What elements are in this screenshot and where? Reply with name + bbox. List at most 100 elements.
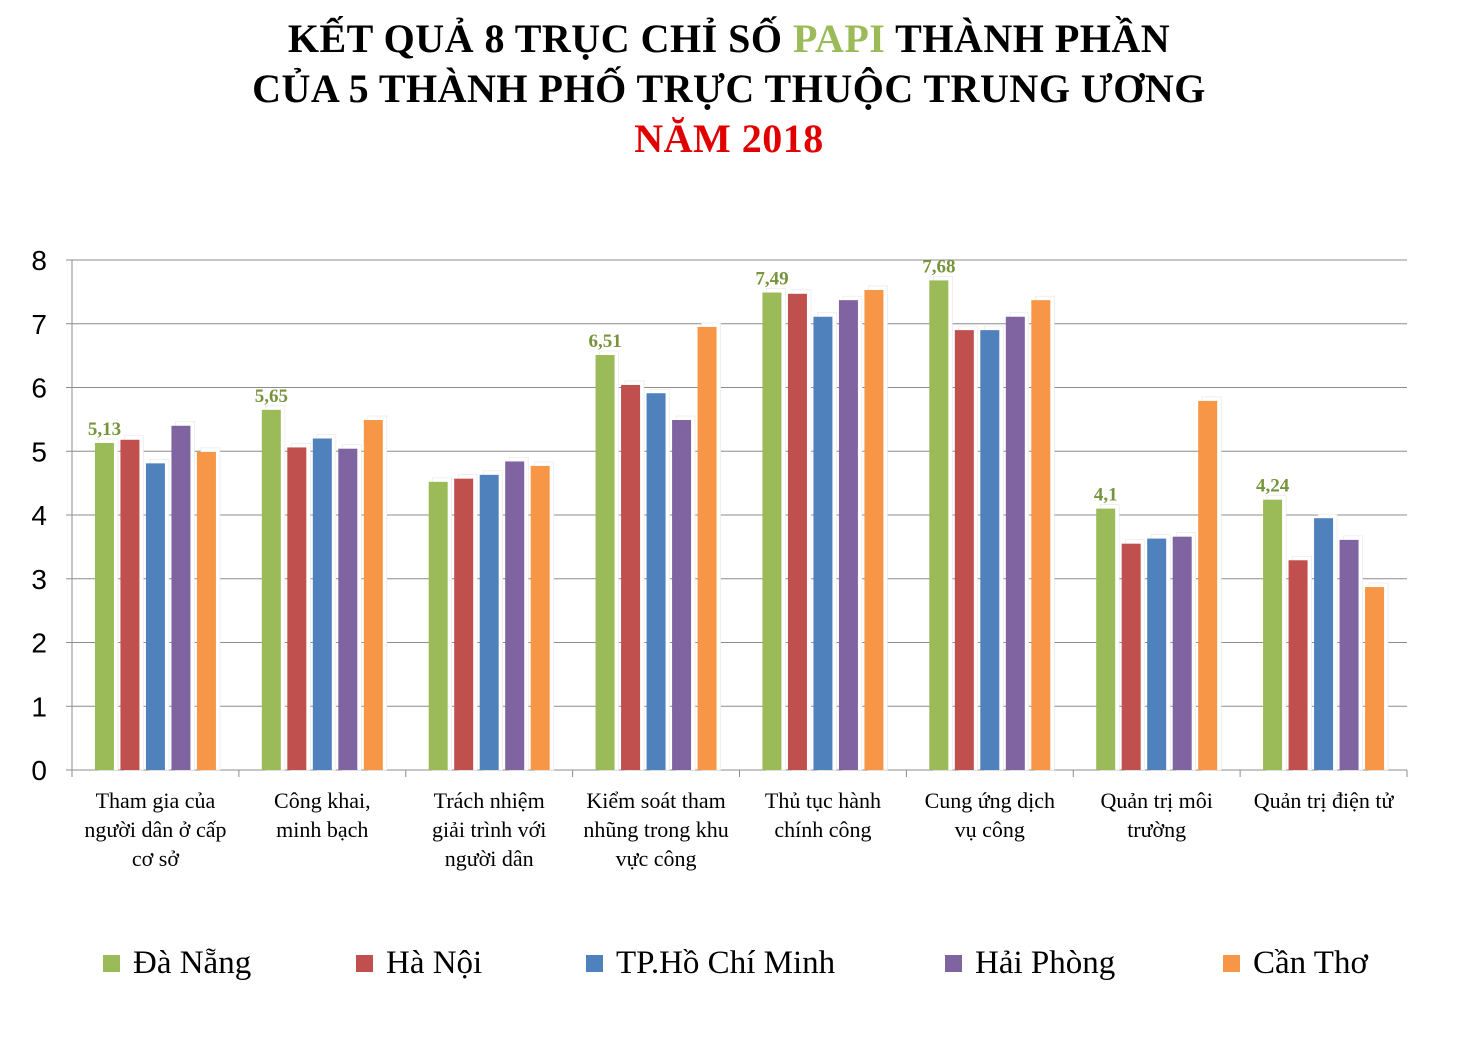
bar xyxy=(980,330,1000,770)
bar xyxy=(428,481,448,770)
x-category-label-line: Trách nhiệm xyxy=(434,788,545,813)
x-category-label-line: Cung ứng dịch xyxy=(925,788,1055,813)
bar xyxy=(145,463,165,770)
x-category-label: Quản trị môi trường xyxy=(1100,788,1212,842)
legend-label: Đà Nẵng xyxy=(133,945,252,981)
x-category-label-line: vụ công xyxy=(955,817,1025,842)
bar xyxy=(813,316,833,770)
title-year: NĂM 2018 xyxy=(634,116,824,161)
x-category-label-line: minh bạch xyxy=(276,817,368,842)
bar xyxy=(1096,508,1116,770)
bar xyxy=(1339,539,1359,770)
chart-title: KẾT QUẢ 8 TRỤC CHỈ SỐ PAPI THÀNH PHẦN CỦ… xyxy=(0,14,1458,164)
bar xyxy=(621,384,641,770)
title-line-2: CỦA 5 THÀNH PHỐ TRỰC THUỘC TRUNG ƯƠNG xyxy=(252,66,1206,111)
y-tick-label: 0 xyxy=(31,755,47,786)
y-tick-label: 1 xyxy=(31,691,47,722)
bar xyxy=(94,442,114,770)
bar xyxy=(1198,400,1218,770)
legend-label: Hà Nội xyxy=(386,945,483,981)
bar xyxy=(672,420,692,770)
title-line-1: KẾT QUẢ 8 TRỤC CHỈ SỐ PAPI THÀNH PHẦN xyxy=(0,14,1458,64)
title-highlight-papi: PAPI xyxy=(793,16,886,61)
bar xyxy=(505,461,525,770)
legend-item: Đà Nẵng xyxy=(103,945,251,982)
legend-label: Cần Thơ xyxy=(1253,945,1368,981)
bar xyxy=(1365,587,1385,770)
bar xyxy=(646,393,666,770)
legend-label: TP.Hồ Chí Minh xyxy=(616,945,836,981)
legend-swatch xyxy=(356,955,373,972)
legend-item: Hà Nội xyxy=(356,945,482,982)
bar xyxy=(1031,300,1051,770)
legend: Đà Nẵng Hà Nội TP.Hồ Chí Minh Hải Phòng Cần … xyxy=(0,945,1458,995)
x-category-label-line: cơ sở xyxy=(132,846,179,871)
x-category-label-line: nhũng trong khu xyxy=(583,817,728,842)
y-tick-label: 8 xyxy=(31,245,47,276)
labels: Tham gia của người dân ở cấp cơ sở Công kha… xyxy=(84,256,1394,871)
legend-item: TP.Hồ Chí Minh xyxy=(586,945,835,982)
y-tick-label: 4 xyxy=(31,500,47,531)
data-label: 4,1 xyxy=(1094,485,1118,506)
x-category-label: Công khai, minh bạch xyxy=(274,788,371,842)
x-category-label-line: người dân ở cấp xyxy=(84,817,226,842)
bar xyxy=(1172,536,1192,770)
x-category-label-line: vực công xyxy=(616,846,697,871)
x-category-label-line: Công khai, xyxy=(274,788,371,813)
x-category-label: Tham gia của người dân ở cấp cơ sở xyxy=(84,788,226,871)
title-line-1-start: KẾT QUẢ 8 TRỤC CHỈ SỐ xyxy=(287,16,794,61)
bar xyxy=(196,451,216,770)
x-category-label-line: Tham gia của xyxy=(96,788,216,813)
bar xyxy=(261,409,281,770)
bar xyxy=(787,293,807,770)
legend-swatch xyxy=(586,955,603,972)
bar xyxy=(479,474,499,770)
x-category-label-line: Kiểm soát tham xyxy=(586,788,725,813)
x-category-label-line: Thủ tục hành xyxy=(765,788,881,813)
x-category-label: Trách nhiệm giải trình với người dân xyxy=(432,788,546,871)
legend-swatch xyxy=(1223,955,1240,972)
bar xyxy=(1263,499,1283,770)
legend-item: Cần Thơ xyxy=(1223,945,1368,982)
bar xyxy=(929,280,949,770)
legend-label: Hải Phòng xyxy=(975,945,1116,981)
bar xyxy=(363,420,383,770)
bar xyxy=(595,354,615,770)
data-label: 7,68 xyxy=(922,256,955,277)
x-category-label: Cung ứng dịch vụ công xyxy=(925,788,1055,842)
bar xyxy=(1121,543,1141,770)
bar xyxy=(864,289,884,770)
x-category-label-line: chính công xyxy=(774,817,871,842)
y-tick-label: 3 xyxy=(31,564,47,595)
x-category-label: Kiểm soát tham nhũng trong khu vực công xyxy=(583,788,728,871)
bar xyxy=(530,465,550,770)
bars xyxy=(94,276,1389,771)
x-category-label-line: người dân xyxy=(445,846,534,871)
bar xyxy=(171,425,191,770)
x-category-label: Thủ tục hành chính công xyxy=(765,788,881,842)
x-category-label-line: Quản trị môi xyxy=(1100,788,1212,813)
y-tick-label: 7 xyxy=(31,309,47,340)
data-label: 5,65 xyxy=(255,386,288,407)
y-tick-label: 2 xyxy=(31,628,47,659)
bar xyxy=(338,448,358,770)
bar xyxy=(312,438,332,770)
bar xyxy=(954,330,974,770)
y-tick-label: 5 xyxy=(31,436,47,467)
title-line-1-end: THÀNH PHẦN xyxy=(885,16,1171,61)
x-category-label-line: giải trình với xyxy=(432,817,546,842)
bar xyxy=(697,326,717,770)
data-label: 4,24 xyxy=(1256,476,1290,497)
legend-swatch xyxy=(103,955,120,972)
y-tick-label: 6 xyxy=(31,373,47,404)
legend-swatch xyxy=(945,955,962,972)
bar xyxy=(1288,560,1308,770)
bar xyxy=(120,439,140,770)
bar xyxy=(1005,316,1025,770)
bar xyxy=(762,292,782,770)
x-category-label: Quản trị điện tử xyxy=(1254,788,1395,813)
legend-item: Hải Phòng xyxy=(945,945,1115,982)
bar xyxy=(838,300,858,770)
data-label: 7,49 xyxy=(755,269,788,290)
data-label: 6,51 xyxy=(588,331,621,352)
